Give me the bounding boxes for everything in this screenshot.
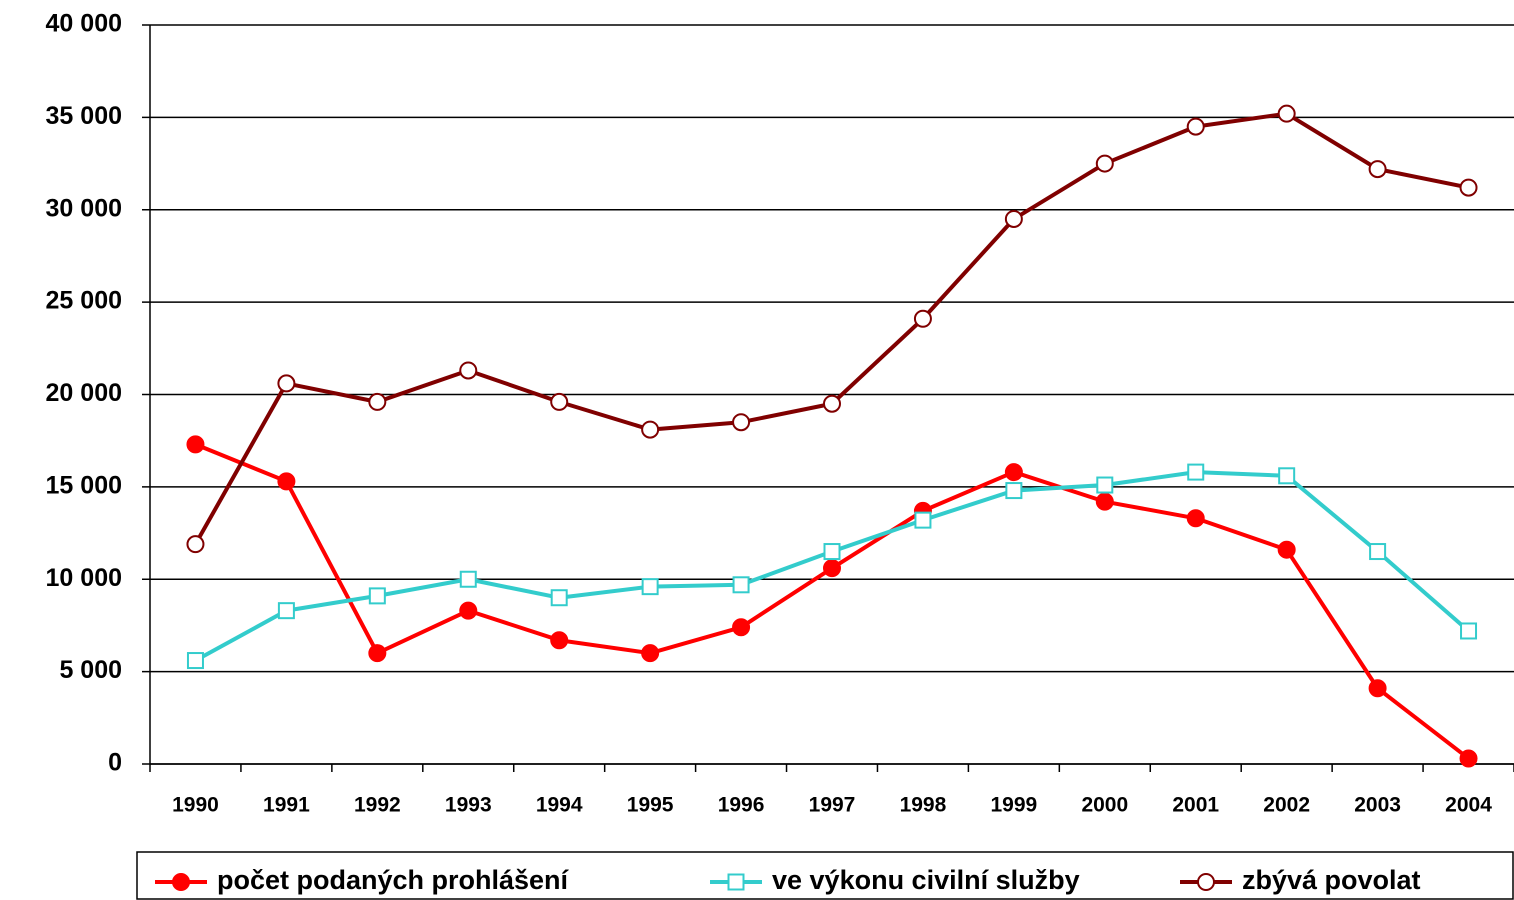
x-tick-label: 1994 <box>536 794 583 817</box>
y-tick-label: 0 <box>108 749 122 777</box>
data-point <box>1187 463 1205 481</box>
x-tick-label: 1996 <box>718 794 765 817</box>
data-point <box>459 601 478 620</box>
data-point <box>641 644 660 663</box>
legend-label: ve výkonu civilní služby <box>772 865 1080 895</box>
data-point <box>368 587 386 605</box>
y-tick-label: 40 000 <box>46 10 122 38</box>
x-tick-label: 2004 <box>1445 794 1492 817</box>
legend-marker <box>172 873 190 891</box>
legend-marker <box>727 873 745 891</box>
legend-label: počet podaných prohlášení <box>217 865 570 895</box>
data-point <box>823 559 841 578</box>
x-tick-label: 1995 <box>627 794 674 817</box>
data-point <box>550 631 569 650</box>
y-tick-label: 25 000 <box>46 287 122 315</box>
x-tick-label: 1997 <box>809 794 856 817</box>
x-tick-label: 2002 <box>1263 794 1310 817</box>
data-point <box>913 309 932 328</box>
data-point <box>641 578 659 596</box>
y-tick-label: 15 000 <box>46 471 122 499</box>
x-tick-label: 1999 <box>991 794 1038 817</box>
series-line <box>193 111 1469 546</box>
data-point <box>277 472 296 491</box>
x-tick-label: 1998 <box>900 794 947 817</box>
legend-marker <box>1197 873 1215 891</box>
y-tick-label: 35 000 <box>46 102 122 130</box>
data-point <box>1368 160 1387 179</box>
data-point <box>186 535 205 554</box>
y-tick-label: 30 000 <box>46 194 122 222</box>
data-point <box>550 392 569 411</box>
data-point <box>1278 467 1296 485</box>
data-point <box>1460 622 1478 640</box>
data-point <box>1186 509 1205 528</box>
x-tick-label: 1993 <box>445 794 492 817</box>
data-point <box>1096 476 1114 494</box>
data-point <box>732 413 751 432</box>
data-point <box>1095 492 1114 511</box>
y-tick-label: 20 000 <box>46 379 122 407</box>
x-tick-label: 2001 <box>1172 794 1219 817</box>
data-point <box>277 374 296 393</box>
x-tick-label: 1990 <box>172 794 219 817</box>
data-point <box>186 652 204 670</box>
data-point <box>550 589 568 607</box>
legend-label: zbývá povolat <box>1242 865 1421 895</box>
y-tick-label: 5 000 <box>59 656 122 684</box>
data-point <box>914 511 932 529</box>
x-tick-label: 1992 <box>354 794 401 817</box>
data-point <box>1277 540 1296 559</box>
y-tick-label: 10 000 <box>46 564 122 592</box>
data-point <box>732 576 750 594</box>
x-tick-label: 2003 <box>1354 794 1401 817</box>
data-point <box>823 543 841 561</box>
data-point <box>277 602 295 620</box>
data-point <box>823 394 841 413</box>
data-point <box>1005 482 1023 500</box>
data-point <box>1277 104 1296 123</box>
data-point <box>1369 543 1387 561</box>
data-point <box>1459 178 1478 197</box>
data-point <box>459 361 478 380</box>
data-point <box>732 618 751 637</box>
data-point <box>1459 749 1478 768</box>
data-point <box>1004 209 1023 228</box>
data-point <box>1095 154 1114 173</box>
x-tick-label: 1991 <box>263 794 310 817</box>
data-point <box>1004 463 1023 482</box>
legend-box <box>136 851 1514 900</box>
data-point <box>459 570 477 588</box>
series-line <box>194 442 1470 761</box>
data-point <box>641 420 660 439</box>
data-point <box>1368 679 1387 698</box>
x-tick-label: 2000 <box>1081 794 1128 817</box>
data-point <box>186 435 205 454</box>
data-point <box>368 392 387 411</box>
data-point <box>1186 117 1205 136</box>
data-point <box>368 644 387 663</box>
